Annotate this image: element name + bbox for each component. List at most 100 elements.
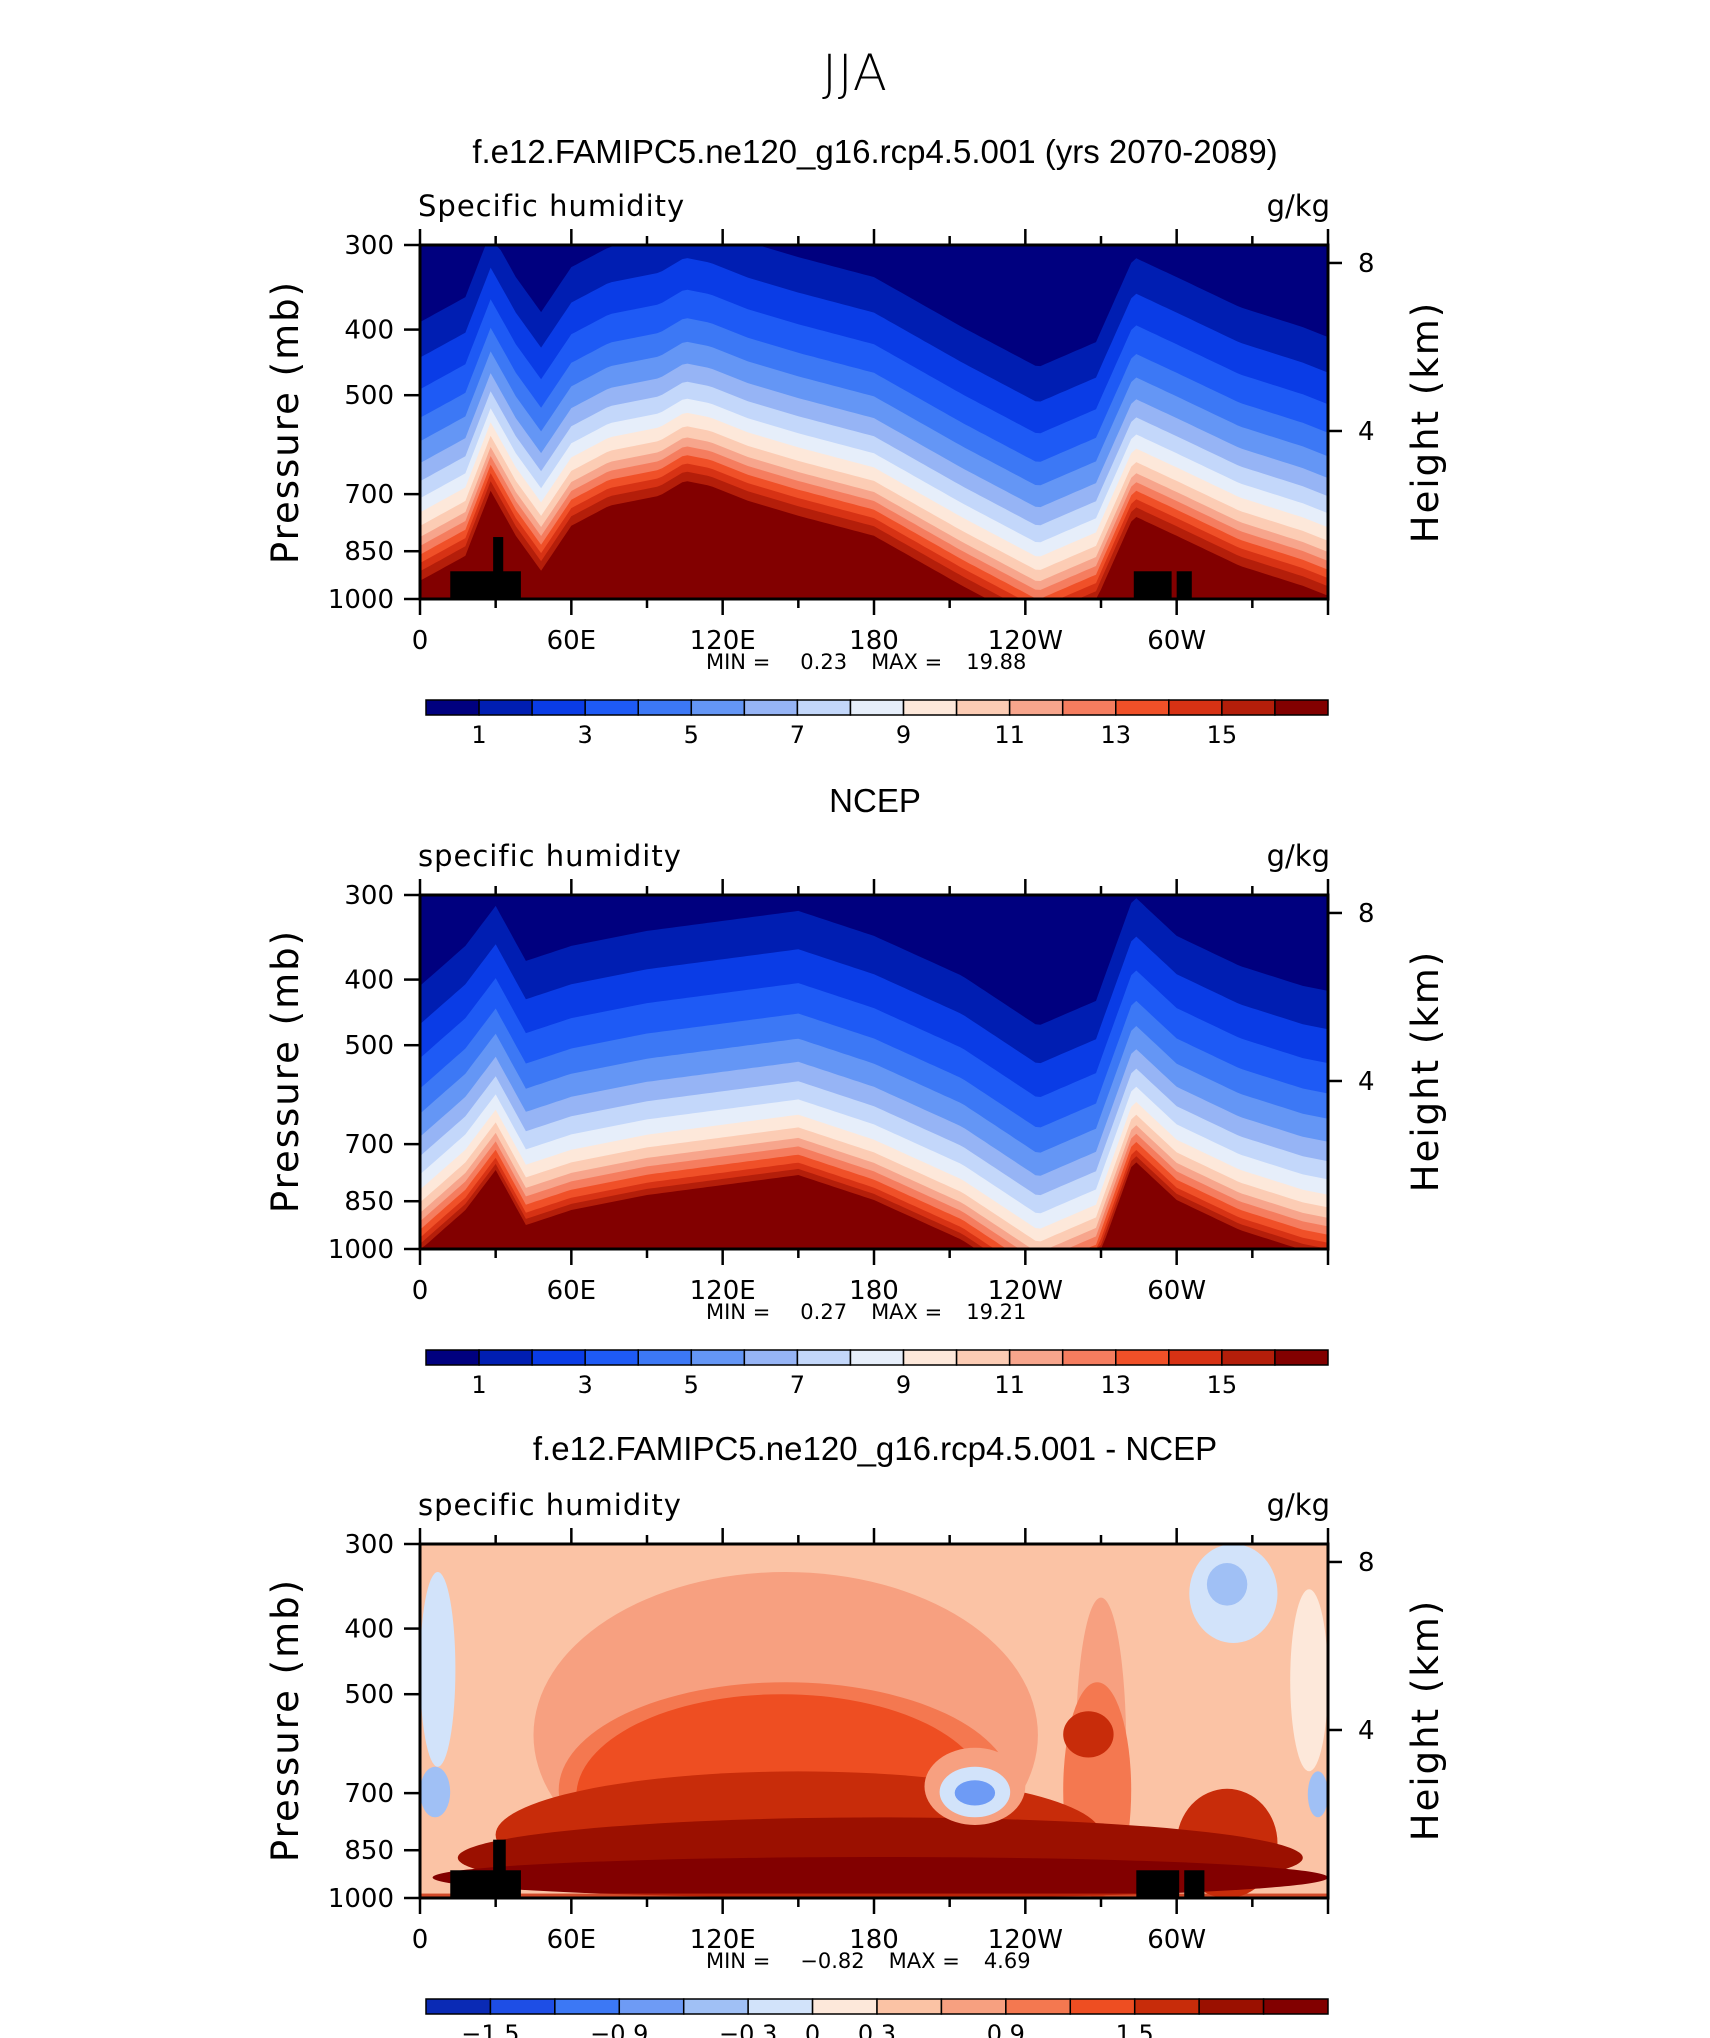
y-tick-label-1000: 1000 — [328, 585, 394, 615]
land-block-0 — [450, 1870, 521, 1898]
colorbar-label-0: −1.5 — [461, 2020, 519, 2038]
y-tick-label-500: 500 — [344, 381, 394, 411]
colorbar-box-8 — [849, 699, 905, 716]
x-tick-label-120W: 120W — [988, 1925, 1063, 1955]
panel-2-colorbar: 1 3 5 7 9 11 13 15 — [425, 1349, 1329, 1399]
colorbar-box-9 — [902, 699, 958, 716]
colorbar-box-5 — [690, 699, 746, 716]
panel-1-land-mask — [450, 537, 1192, 599]
panel-3-axis-ticks: 300 400 500 700 850 1000 8 4 0 60E 120E 180 120W 60W — [328, 1528, 1375, 1955]
panel-3-contour-fill — [420, 1544, 1328, 1898]
colorbar-box-3 — [584, 1349, 639, 1366]
x-tick-label-120E: 120E — [690, 626, 756, 656]
colorbar-label-6: 1.5 — [1116, 2020, 1154, 2038]
diff-region-18 — [954, 1780, 996, 1806]
diff-region-19 — [1063, 1711, 1114, 1758]
x-tick-label-180: 180 — [849, 626, 899, 656]
panel-2: NCEP specific humidity g/kg Pressure (mb… — [264, 782, 1447, 1399]
panel-2-y2-axis-label: Height (km) — [1404, 950, 1447, 1192]
colorbar-box-6 — [743, 699, 799, 716]
colorbar-label-3: 7 — [790, 1371, 805, 1399]
x-tick-label-60E: 60E — [547, 1925, 597, 1955]
diff-region-13 — [1206, 1563, 1248, 1606]
land-block-1 — [493, 537, 504, 599]
panel-1-min-max: MIN = 0.23 MAX = 19.88 — [706, 650, 1026, 674]
colorbar-label-4: 9 — [896, 1371, 911, 1399]
y-tick-label-1000: 1000 — [328, 1235, 394, 1265]
colorbar-box-4 — [682, 1998, 749, 2015]
land-block-2 — [1136, 1870, 1180, 1898]
y-tick-label-850: 850 — [344, 1836, 394, 1866]
colorbar-label-1: −0.9 — [590, 2020, 648, 2038]
x-tick-label-60E: 60E — [547, 626, 597, 656]
colorbar-box-11 — [1008, 699, 1064, 716]
colorbar-label-6: 13 — [1100, 1371, 1131, 1399]
y-tick-label-850: 850 — [344, 537, 394, 567]
colorbar-box-0 — [425, 699, 480, 716]
colorbar-box-4 — [637, 699, 693, 716]
panel-3-y2-axis-label: Height (km) — [1404, 1599, 1447, 1841]
y-tick-label-500: 500 — [344, 1680, 394, 1710]
y2-tick-label-4: 4 — [1358, 1716, 1375, 1746]
panel-3-y-axis-label: Pressure (mb) — [264, 1578, 307, 1862]
x-tick-label-120E: 120E — [690, 1925, 756, 1955]
land-block-2 — [1133, 571, 1172, 599]
x-tick-label-60E: 60E — [547, 1276, 597, 1306]
colorbar-box-2 — [531, 1349, 586, 1366]
x-tick-label-60W: 60W — [1147, 1276, 1206, 1306]
land-block-1 — [493, 1839, 506, 1898]
panel-2-title: NCEP — [829, 782, 921, 819]
panel-1-y2-axis-label: Height (km) — [1404, 301, 1447, 543]
panel-3-units-label: g/kg — [1267, 1488, 1330, 1522]
x-tick-label-180: 180 — [849, 1925, 899, 1955]
colorbar-label-5: 11 — [994, 721, 1025, 749]
colorbar-box-1 — [489, 1998, 556, 2015]
panel-2-axis-ticks: 300 400 500 700 850 1000 8 4 0 60E 120E 180 120W 60W — [328, 879, 1375, 1306]
colorbar-box-5 — [747, 1998, 814, 2015]
colorbar-label-2: 5 — [684, 721, 699, 749]
panel-3: f.e12.FAMIPC5.ne120_g16.rcp4.5.001 - NCE… — [264, 1430, 1447, 2038]
main-title: JJA — [822, 44, 888, 102]
colorbar-box-11 — [1133, 1998, 1200, 2015]
y-tick-label-850: 850 — [344, 1187, 394, 1217]
y-tick-label-300: 300 — [344, 881, 394, 911]
panel-3-title: f.e12.FAMIPC5.ne120_g16.rcp4.5.001 - NCE… — [533, 1430, 1217, 1467]
x-tick-label-0: 0 — [412, 1925, 429, 1955]
diff-region-14 — [1290, 1589, 1328, 1772]
panel-1: f.e12.FAMIPC5.ne120_g16.rcp4.5.001 (yrs … — [264, 133, 1447, 749]
colorbar-box-16 — [1274, 699, 1329, 716]
colorbar-box-6 — [811, 1998, 878, 2015]
colorbar-label-5: 11 — [994, 1371, 1025, 1399]
panel-2-units-label: g/kg — [1267, 839, 1330, 873]
colorbar-box-12 — [1061, 699, 1117, 716]
colorbar-label-3: 7 — [790, 721, 805, 749]
panel-1-y-axis-label: Pressure (mb) — [264, 280, 307, 564]
panel-1-units-label: g/kg — [1267, 189, 1330, 223]
colorbar-box-3 — [584, 699, 639, 716]
colorbar-box-13 — [1115, 1349, 1170, 1366]
colorbar-label-2: −0.3 — [719, 2020, 777, 2038]
colorbar-box-12 — [1198, 1998, 1265, 2015]
colorbar-box-5 — [690, 1349, 746, 1366]
land-block-3 — [1176, 571, 1192, 599]
x-tick-label-120W: 120W — [988, 626, 1063, 656]
y-tick-label-700: 700 — [344, 480, 394, 510]
colorbar-box-1 — [478, 1349, 533, 1366]
land-block-0 — [450, 571, 521, 599]
colorbar-label-1: 3 — [578, 721, 593, 749]
land-block-3 — [1184, 1870, 1205, 1898]
colorbar-label-6: 13 — [1100, 721, 1131, 749]
diff-region-10 — [420, 1572, 456, 1767]
panel-1-axis-ticks: 300 400 500 700 850 1000 8 4 0 60E 120E 180 120W 60W — [328, 229, 1375, 656]
colorbar-label-7: 15 — [1207, 721, 1238, 749]
panel-3-colorbar: −1.5 −0.9 −0.3 0 0.3 0.9 1.5 — [425, 1998, 1329, 2038]
y2-tick-label-8: 8 — [1358, 1548, 1375, 1578]
colorbar-label-0: 1 — [471, 1371, 486, 1399]
colorbar-box-9 — [1005, 1998, 1072, 2015]
panel-1-variable-label: Specific humidity — [418, 189, 685, 223]
panel-2-variable-label: specific humidity — [418, 839, 682, 873]
colorbar-box-7 — [796, 1349, 852, 1366]
y-tick-label-1000: 1000 — [328, 1884, 394, 1914]
y2-tick-label-8: 8 — [1358, 899, 1375, 929]
